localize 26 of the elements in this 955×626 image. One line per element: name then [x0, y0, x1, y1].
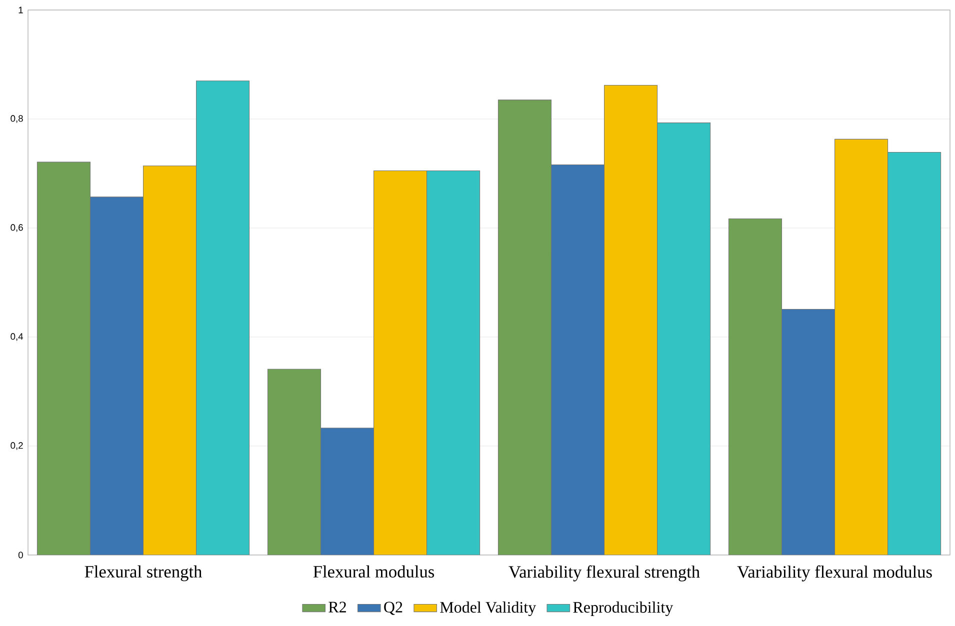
bar [657, 122, 711, 556]
bar [320, 428, 374, 556]
legend-label: Model Validity [440, 601, 536, 616]
legend-label: Reproducibility [573, 601, 674, 616]
y-tick-label: 0,2 [10, 442, 23, 450]
y-tick-label: 0 [18, 552, 23, 558]
legend-label: R2 [328, 602, 346, 612]
bar [426, 170, 480, 556]
bar [888, 152, 942, 556]
bar [142, 166, 197, 556]
bar [604, 84, 658, 556]
bar [90, 196, 144, 556]
y-tick-label: 0,4 [10, 333, 24, 341]
x-tick-label: Flexural modulus [313, 565, 434, 578]
x-tick-label: Variability flexural strength [508, 565, 700, 582]
bar [781, 308, 836, 556]
y-tick-label: 1 [18, 6, 23, 14]
y-tick-label: 0,6 [10, 224, 23, 232]
x-tick-label: Variability flexural modulus [737, 565, 932, 582]
y-tick-label: 0,8 [10, 115, 23, 123]
legend-label: Q2 [384, 602, 402, 615]
bar [374, 170, 427, 556]
x-tick-label: Flexural strength [84, 565, 202, 582]
bar [834, 138, 888, 556]
bar [550, 164, 605, 556]
bar [196, 80, 250, 556]
